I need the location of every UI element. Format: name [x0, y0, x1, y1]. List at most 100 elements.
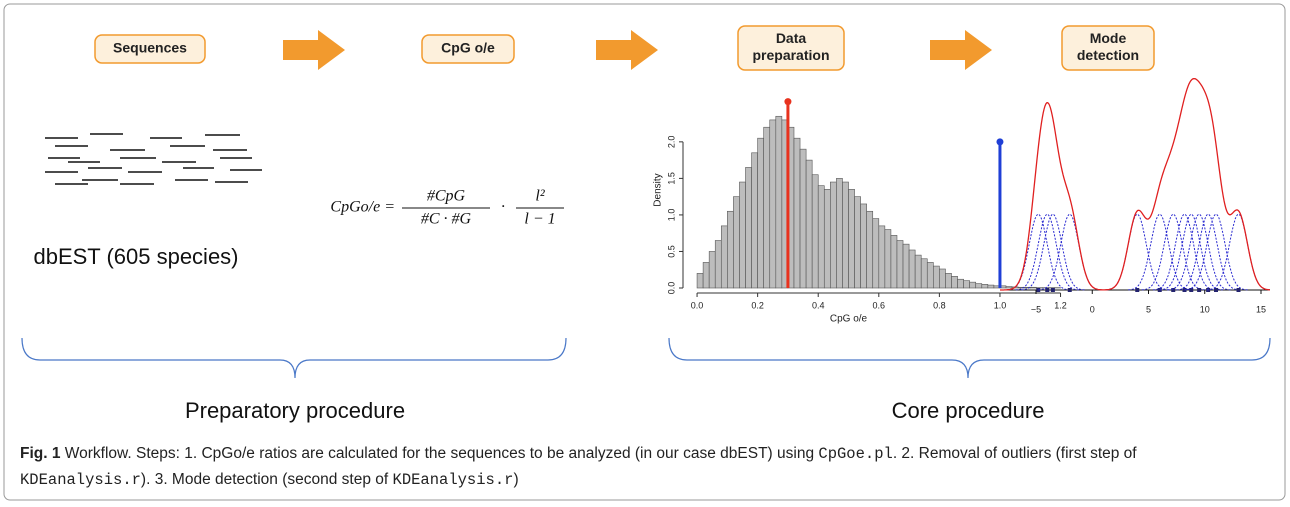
hist-bar [920, 258, 928, 289]
hist-bar [878, 225, 886, 289]
hist-bar [939, 268, 946, 289]
rug-point [1214, 288, 1218, 292]
hist-bar [902, 243, 910, 289]
hist-bar [884, 229, 892, 289]
formula-denominator: l − 1 [524, 211, 555, 228]
hist-bar [975, 283, 983, 289]
kde-component [1021, 213, 1085, 291]
x-tick-label: −5 [1031, 304, 1041, 314]
arrows [283, 30, 992, 70]
x-axis-label: CpG o/e [830, 314, 868, 325]
hist-bar [739, 181, 746, 289]
hist-bar [811, 174, 819, 289]
rug-point [1157, 288, 1162, 292]
rug-point [1045, 288, 1050, 292]
hist-bar [860, 203, 867, 289]
hist-bar [933, 265, 940, 289]
hist-bar [836, 178, 843, 289]
step-box [1061, 25, 1155, 71]
kde-component [1006, 213, 1070, 291]
caption-code: CpGoe.pl [818, 445, 893, 463]
x-tick-label: 15 [1256, 304, 1266, 314]
hist-bar [799, 148, 807, 289]
hist-bar [866, 210, 874, 289]
x-tick-label: 0.0 [691, 300, 704, 310]
rug-point [1036, 288, 1041, 292]
step-label: Mode [1090, 30, 1127, 46]
hist-bar [775, 115, 783, 289]
y-axis-label: Density [653, 173, 664, 206]
x-tick-label: 10 [1200, 304, 1210, 314]
braces [21, 337, 1271, 379]
hist-bar [708, 251, 716, 289]
formula: CpGo/e = #CpG #C · #G · l² l − 1 [330, 188, 564, 228]
x-tick-label: 0.2 [751, 300, 764, 310]
rug-point [1236, 288, 1241, 292]
hist-bar [981, 284, 989, 289]
y-tick-label: 1.0 [666, 209, 676, 222]
kde-component [1176, 213, 1240, 291]
step-label: Data [776, 30, 807, 46]
caption-text: . 2. Removal of outliers (first step of [892, 445, 1137, 462]
hist-bar [951, 276, 958, 289]
step-box [737, 25, 845, 71]
hist-bar [908, 249, 916, 289]
hist-bar [727, 210, 734, 289]
hist-bar [702, 262, 710, 289]
step-label: CpG o/e [441, 40, 495, 56]
kde-component [1184, 213, 1248, 291]
kde-component [1141, 213, 1205, 291]
rug-point [1135, 288, 1140, 292]
hist-bar [896, 240, 904, 289]
kde-component [1128, 213, 1192, 291]
hist-bar [842, 181, 849, 289]
kde-sum [1000, 77, 1270, 291]
hist-bar [1005, 286, 1013, 289]
step-label: Sequences [113, 40, 187, 56]
hist-bar [745, 167, 752, 289]
hist-bar [805, 159, 813, 289]
caption-text: ) [513, 471, 519, 488]
x-tick-label: 0.8 [933, 300, 946, 310]
x-tick-label: 0.6 [873, 300, 886, 310]
hist-bar [1029, 286, 1037, 289]
formula-numerator: #CpG [427, 188, 466, 205]
sequence-icon [45, 133, 262, 185]
hist-bar [714, 240, 722, 289]
kde-component [1015, 213, 1079, 291]
rug-point [1171, 288, 1176, 292]
hist-bar [926, 262, 934, 289]
hist-bar [957, 278, 964, 289]
hist-bar [914, 254, 922, 289]
hist-bar [733, 196, 740, 289]
step-label: preparation [752, 47, 829, 63]
kde-component [1105, 213, 1169, 291]
kde-component [1153, 213, 1216, 291]
x-tick-label: 0 [1090, 304, 1095, 314]
formula-dot: · [501, 199, 505, 216]
y-tick-label: 2.0 [666, 136, 676, 149]
rug-point [1189, 288, 1194, 292]
caption-code: KDEanalysis.r [20, 471, 141, 489]
dataset-label: dbEST (605 species) [33, 244, 238, 269]
hist-bar [830, 181, 837, 289]
hist-bar [969, 281, 977, 289]
formula-numerator: l² [535, 188, 545, 205]
step-box [421, 34, 515, 64]
procedure-label: Core procedure [892, 398, 1045, 423]
x-tick-label: 1.2 [1054, 300, 1067, 310]
rug-point [1067, 288, 1072, 292]
hist-bar [945, 273, 952, 289]
hist-bar [817, 185, 825, 289]
kde-component [1159, 213, 1223, 291]
caption-text: ). 3. Mode detection (second step of [140, 471, 393, 488]
hist-bar [872, 218, 880, 289]
caption: Fig. 1 Workflow. Steps: 1. CpGo/e ratios… [20, 441, 1270, 493]
step-label: detection [1077, 47, 1139, 63]
hist-bar [757, 137, 764, 289]
formula-lhs: CpGo/e = [330, 199, 395, 216]
hist-bar [751, 152, 758, 289]
figure-frame [3, 3, 1286, 501]
